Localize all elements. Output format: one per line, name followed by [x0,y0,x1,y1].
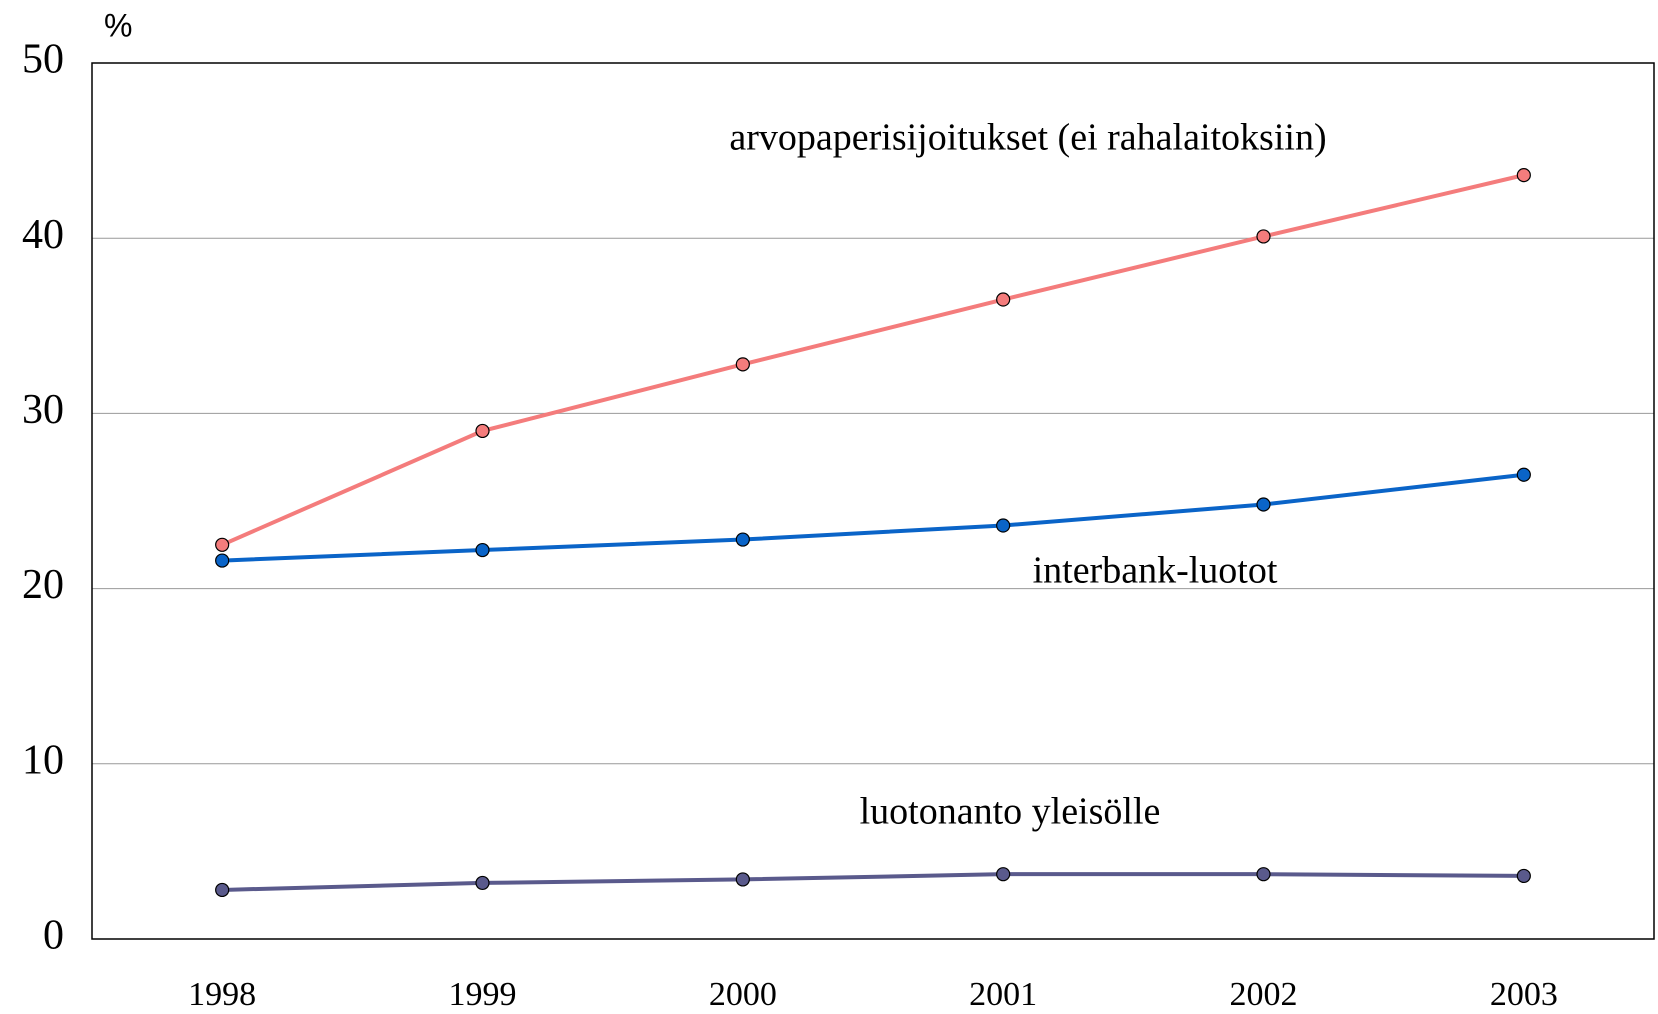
x-tick-label: 1999 [449,976,517,1013]
data-point [996,518,1011,533]
series-label: interbank-luotot [1033,550,1278,592]
data-point [475,875,490,891]
series-line [221,173,1525,547]
data-point [1516,868,1531,884]
data-point [1516,168,1531,183]
data-point [735,532,750,547]
y-tick-label: 10 [22,737,64,783]
x-tick-label: 2003 [1490,976,1558,1013]
x-tick-label: 2001 [969,976,1037,1013]
data-point [1516,467,1531,482]
data-point [1256,867,1271,882]
data-point [735,872,750,887]
data-point [996,867,1011,882]
y-tick-label: 0 [43,913,64,959]
y-tick-label: 40 [22,212,64,258]
y-tick-label: 20 [22,562,64,608]
data-point [1256,497,1271,512]
y-tick-label: 30 [22,387,64,433]
data-point [215,882,230,898]
x-tick-label: 2002 [1230,976,1298,1013]
data-point [735,357,750,372]
data-point [475,542,490,558]
y-axis-label: % [104,7,132,43]
series-line [222,472,1525,563]
data-point [215,537,230,552]
series-label: luotonanto yleisölle [860,791,1161,833]
data-point [1256,229,1271,244]
data-point [215,553,230,568]
data-point [475,423,490,439]
x-tick-label: 1998 [188,976,256,1013]
series-line [222,872,1524,892]
y-tick-label: 50 [22,37,64,83]
series-label: arvopaperisijoitukset (ei rahalaitoksiin… [729,117,1326,159]
plot-frame [91,62,1655,940]
x-tick-label: 2000 [709,976,777,1013]
data-point [996,292,1011,307]
